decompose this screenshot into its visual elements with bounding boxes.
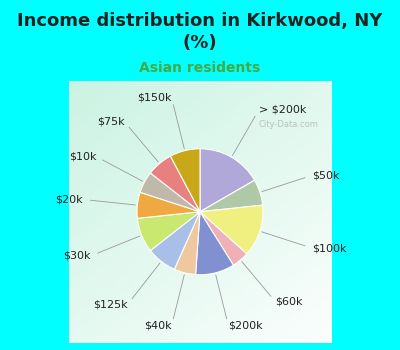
Text: $200k: $200k	[228, 321, 263, 331]
Text: $100k: $100k	[312, 243, 346, 253]
Wedge shape	[170, 149, 200, 212]
Text: City-Data.com: City-Data.com	[258, 120, 318, 129]
Wedge shape	[200, 212, 247, 265]
Wedge shape	[140, 173, 200, 212]
Text: $20k: $20k	[56, 195, 83, 204]
Wedge shape	[150, 156, 200, 212]
Wedge shape	[150, 212, 200, 269]
Wedge shape	[137, 212, 200, 251]
Text: $40k: $40k	[144, 321, 172, 331]
Text: $150k: $150k	[137, 93, 172, 103]
Text: > $200k: > $200k	[259, 105, 306, 115]
Text: $30k: $30k	[64, 251, 91, 261]
Text: $60k: $60k	[276, 297, 303, 307]
Text: $50k: $50k	[312, 170, 339, 180]
Text: $75k: $75k	[97, 117, 124, 127]
Text: Income distribution in Kirkwood, NY
(%): Income distribution in Kirkwood, NY (%)	[17, 12, 383, 52]
Wedge shape	[137, 192, 200, 218]
Wedge shape	[196, 212, 233, 275]
Text: $125k: $125k	[93, 299, 128, 309]
Wedge shape	[200, 180, 263, 212]
Text: $10k: $10k	[69, 152, 96, 162]
Wedge shape	[174, 212, 200, 275]
Wedge shape	[200, 205, 263, 254]
Wedge shape	[200, 149, 254, 212]
Text: Asian residents: Asian residents	[139, 61, 261, 75]
